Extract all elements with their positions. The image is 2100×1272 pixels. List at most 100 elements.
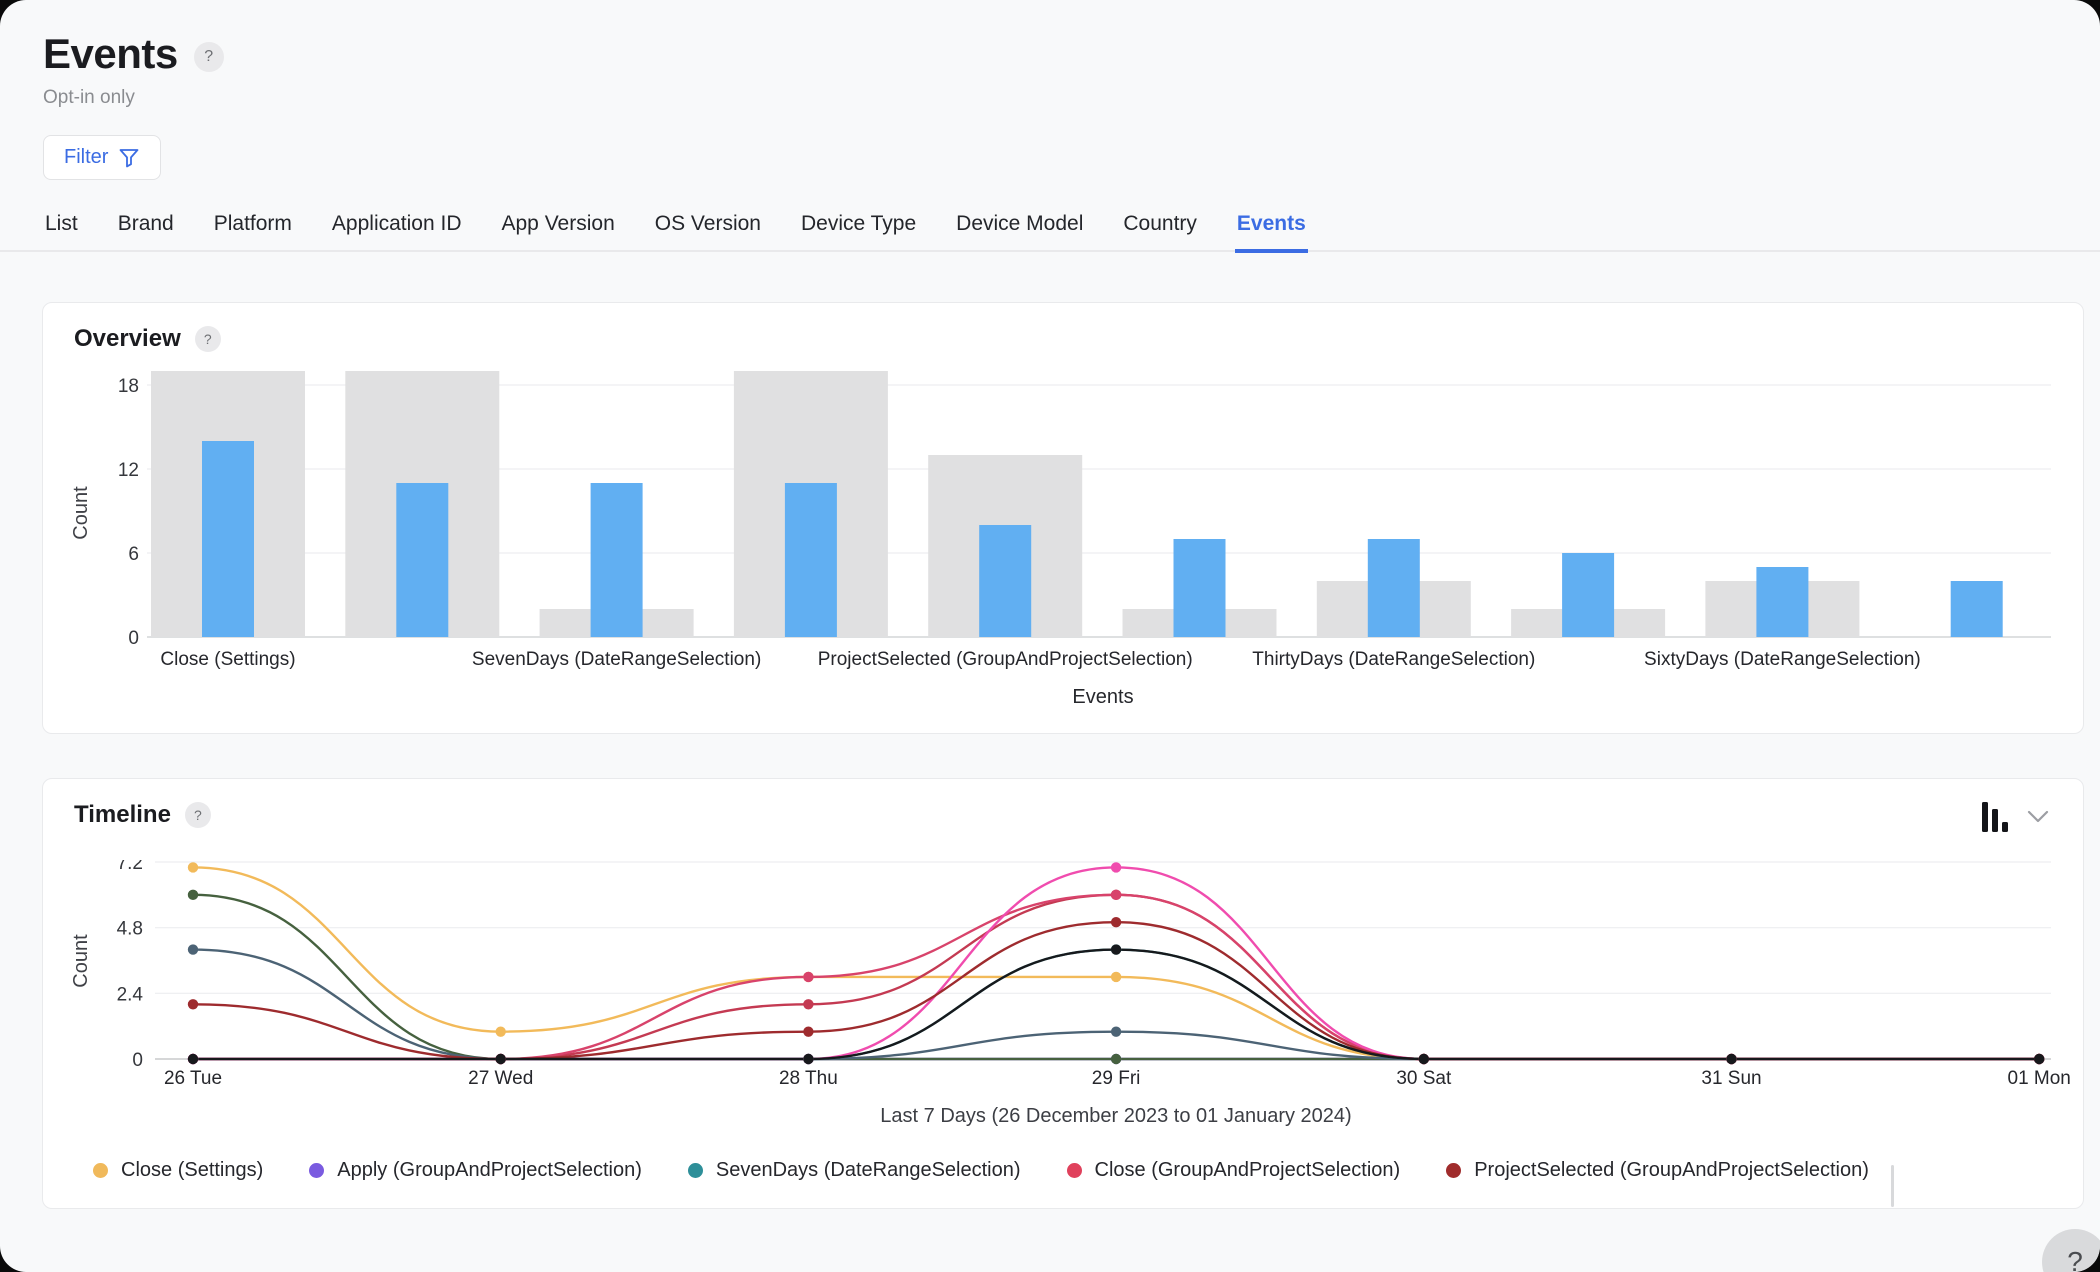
data-point[interactable] xyxy=(1110,916,1122,928)
tab-events[interactable]: Events xyxy=(1234,206,1308,253)
svg-text:SevenDays (DateRangeSelection): SevenDays (DateRangeSelection) xyxy=(472,649,761,670)
svg-text:01 Mon: 01 Mon xyxy=(2008,1068,2071,1089)
data-point[interactable] xyxy=(803,999,814,1010)
svg-text:28 Thu: 28 Thu xyxy=(779,1068,838,1089)
overview-value-bar[interactable] xyxy=(1950,581,2003,637)
tab-bar: List Brand Platform Application ID App Versi… xyxy=(0,206,2100,253)
legend-dot xyxy=(687,1163,703,1178)
funnel-icon xyxy=(118,147,140,169)
svg-text:0: 0 xyxy=(128,628,139,649)
legend-item-sevendays-daterangeselection-[interactable]: SevenDays (DateRangeSelection) xyxy=(687,1159,1021,1182)
overview-value-bar[interactable] xyxy=(396,483,449,637)
svg-text:ThirtyDays (DateRangeSelection: ThirtyDays (DateRangeSelection) xyxy=(1252,649,1535,670)
legend-scrollbar[interactable] xyxy=(1891,1165,1894,1207)
bar-chart-icon xyxy=(1981,801,2011,838)
overview-bar-chart: 0 6 12 18 Count Close (Settings) SevenDays (Da… xyxy=(70,371,2051,708)
tab-platform[interactable]: Platform xyxy=(213,212,292,235)
svg-text:31 Sun: 31 Sun xyxy=(1701,1068,1761,1089)
svg-text:27 Wed: 27 Wed xyxy=(468,1068,533,1089)
legend-label: Close (Settings) xyxy=(121,1159,264,1181)
svg-text:Last 7 Days (26 December 2023: Last 7 Days (26 December 2023 to 01 Janu… xyxy=(880,1105,1351,1127)
svg-text:2.4: 2.4 xyxy=(117,984,144,1005)
svg-text:12: 12 xyxy=(118,460,139,481)
data-point[interactable] xyxy=(1110,1026,1122,1037)
svg-text:6: 6 xyxy=(128,544,139,565)
svg-text:ProjectSelected (GroupAndProje: ProjectSelected (GroupAndProjectSelectio… xyxy=(818,649,1193,670)
data-point[interactable] xyxy=(803,1026,814,1037)
legend-item-close-settings-[interactable]: Close (Settings) xyxy=(93,1159,263,1182)
legend-dot xyxy=(309,1163,325,1178)
overview-value-bar[interactable] xyxy=(979,525,1032,637)
tab-application-id[interactable]: Application ID xyxy=(331,212,462,235)
tab-brand[interactable]: Brand xyxy=(117,212,174,235)
data-point[interactable] xyxy=(803,1053,814,1065)
tab-list[interactable]: List xyxy=(45,212,78,235)
overview-value-bar[interactable] xyxy=(1562,553,1615,637)
filter-button[interactable]: Filter xyxy=(43,135,162,180)
legend-label: Close (GroupAndProjectSelection) xyxy=(1094,1159,1401,1181)
line-series-black[interactable] xyxy=(193,948,2040,1061)
page-title: Events xyxy=(43,30,178,77)
overview-card: Overview ? 0 6 12 18 Count Close (Settings) Se… xyxy=(42,302,2084,734)
svg-text:Events: Events xyxy=(1072,686,1133,708)
tab-app-version[interactable]: App Version xyxy=(501,212,615,235)
data-point[interactable] xyxy=(1110,862,1122,873)
overview-value-bar[interactable] xyxy=(590,483,643,637)
data-point[interactable] xyxy=(1110,889,1122,901)
data-point[interactable] xyxy=(187,944,199,955)
svg-text:0: 0 xyxy=(132,1050,143,1071)
data-point[interactable] xyxy=(187,889,199,901)
overview-value-bar[interactable] xyxy=(1367,539,1420,637)
timeline-line-chart: 0 2.4 4.8 7.2 Count 26 Tue 27 Wed 28 Thu 29 Fri 3… xyxy=(70,853,2071,1127)
data-point[interactable] xyxy=(2034,1053,2045,1065)
overview-help-icon[interactable]: ? xyxy=(194,326,221,352)
page-subtitle: Opt-in only xyxy=(43,87,135,108)
overview-value-bar[interactable] xyxy=(202,441,254,637)
data-point[interactable] xyxy=(1418,1053,1430,1065)
filter-button-label: Filter xyxy=(64,146,109,168)
overview-title: Overview xyxy=(74,325,181,352)
data-point[interactable] xyxy=(495,1026,506,1037)
legend-item-projectselected-groupandprojectselection-[interactable]: ProjectSelected (GroupAndProjectSelectio… xyxy=(1446,1159,1869,1182)
timeline-legend: Close (Settings) Apply (GroupAndProjectSe… xyxy=(93,1159,1869,1182)
svg-text:18: 18 xyxy=(118,376,139,397)
overview-value-bar[interactable] xyxy=(1173,539,1226,637)
line-projectselected-groupandprojectselection-[interactable] xyxy=(192,920,2040,1061)
chevron-down-icon xyxy=(2027,810,2049,829)
legend-item-apply-groupandprojectselection-[interactable]: Apply (GroupAndProjectSelection) xyxy=(309,1159,642,1182)
data-point[interactable] xyxy=(187,1053,199,1065)
data-point[interactable] xyxy=(495,1053,506,1065)
data-point[interactable] xyxy=(1110,971,1122,983)
legend-item-close-groupandprojectselection-[interactable]: Close (GroupAndProjectSelection) xyxy=(1066,1159,1401,1182)
timeline-title: Timeline xyxy=(74,801,171,828)
line-sevendays-daterangeselection-[interactable] xyxy=(193,948,2040,1061)
tab-device-model[interactable]: Device Model xyxy=(956,212,1084,235)
data-point[interactable] xyxy=(187,999,199,1010)
legend-label: Apply (GroupAndProjectSelection) xyxy=(337,1159,642,1181)
legend-dot xyxy=(93,1163,108,1178)
overview-value-bar[interactable] xyxy=(784,483,837,637)
floating-help-button[interactable]: ? xyxy=(2042,1229,2100,1272)
data-point[interactable] xyxy=(1726,1053,1737,1065)
timeline-y-axis-label: Count xyxy=(70,934,92,988)
overview-y-axis-label: Count xyxy=(70,486,92,540)
legend-dot xyxy=(1066,1163,1082,1178)
tab-country[interactable]: Country xyxy=(1123,212,1197,235)
tab-os-version[interactable]: OS Version xyxy=(654,212,761,235)
svg-text:7.2: 7.2 xyxy=(117,853,143,874)
data-point[interactable] xyxy=(1110,944,1122,955)
legend-label: ProjectSelected (GroupAndProjectSelectio… xyxy=(1474,1159,1869,1181)
overview-value-bar[interactable] xyxy=(1756,567,1809,637)
data-point[interactable] xyxy=(1110,1053,1122,1065)
timeline-help-icon[interactable]: ? xyxy=(184,802,211,828)
line-series-slate[interactable] xyxy=(192,948,2040,1061)
data-point[interactable] xyxy=(803,971,814,983)
tab-device-type[interactable]: Device Type xyxy=(800,212,917,235)
timeline-card: Timeline ? 0 2.4 4.8 7.2 Count 26 Tue 27 Wed 28… xyxy=(42,778,2084,1209)
svg-text:26 Tue: 26 Tue xyxy=(164,1068,222,1089)
svg-text:4.8: 4.8 xyxy=(117,919,143,940)
page-title-help-icon[interactable]: ? xyxy=(193,42,224,72)
data-point[interactable] xyxy=(187,862,199,873)
chart-type-selector[interactable] xyxy=(1981,801,2049,838)
